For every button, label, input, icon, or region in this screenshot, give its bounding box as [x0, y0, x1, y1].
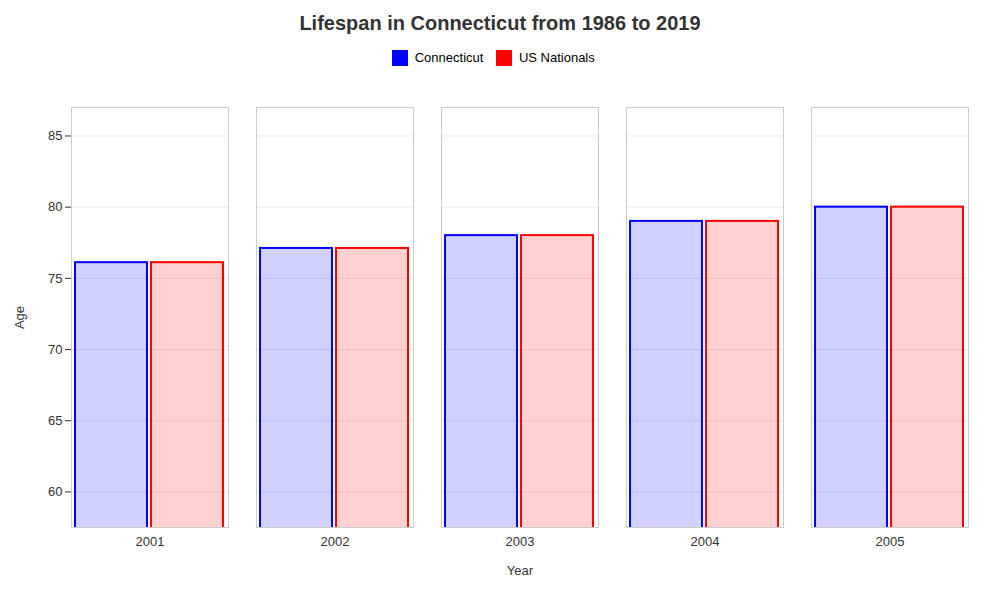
svg-text:2003: 2003: [506, 533, 535, 548]
svg-text:70: 70: [48, 341, 62, 356]
svg-text:Year: Year: [507, 562, 534, 577]
html-text:Connecticut: Connecticut: [414, 50, 484, 65]
svg-text:2001: 2001: [136, 533, 165, 548]
svg-text:75: 75: [48, 270, 62, 285]
svg-text:65: 65: [48, 412, 62, 427]
svg-text:2004: 2004: [691, 533, 720, 548]
svg-text:Age: Age: [12, 305, 27, 328]
svg-text:80: 80: [48, 199, 62, 214]
svg-text:2005: 2005: [876, 533, 905, 548]
svg-text:60: 60: [48, 484, 62, 499]
svg-text:2002: 2002: [321, 533, 350, 548]
svg-text:85: 85: [48, 128, 62, 143]
html-text:Lifespan in Connecticut from 1: Lifespan in Connecticut from 1986 to 201…: [299, 12, 701, 34]
html-text:US Nationals: US Nationals: [518, 50, 595, 65]
